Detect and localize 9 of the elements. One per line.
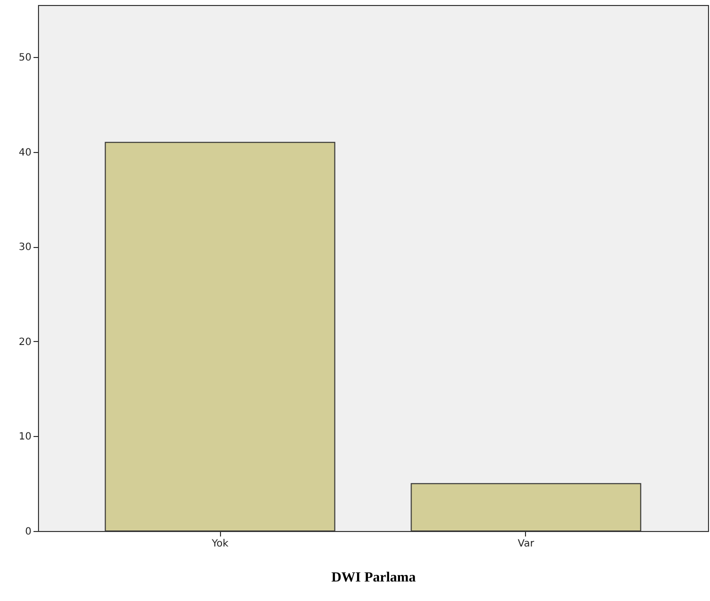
y-tick-label: 50: [18, 52, 32, 64]
y-tick-label: 40: [18, 147, 32, 158]
x-tick-label: Var: [518, 538, 536, 550]
x-tick-label: Yok: [210, 538, 229, 550]
y-tick-label: 30: [18, 242, 32, 254]
y-tick-label: 20: [18, 336, 32, 348]
x-axis-title: DWI Parlama: [331, 570, 416, 586]
y-tick-label: 0: [25, 526, 32, 538]
y-tick-label: 10: [18, 432, 32, 443]
